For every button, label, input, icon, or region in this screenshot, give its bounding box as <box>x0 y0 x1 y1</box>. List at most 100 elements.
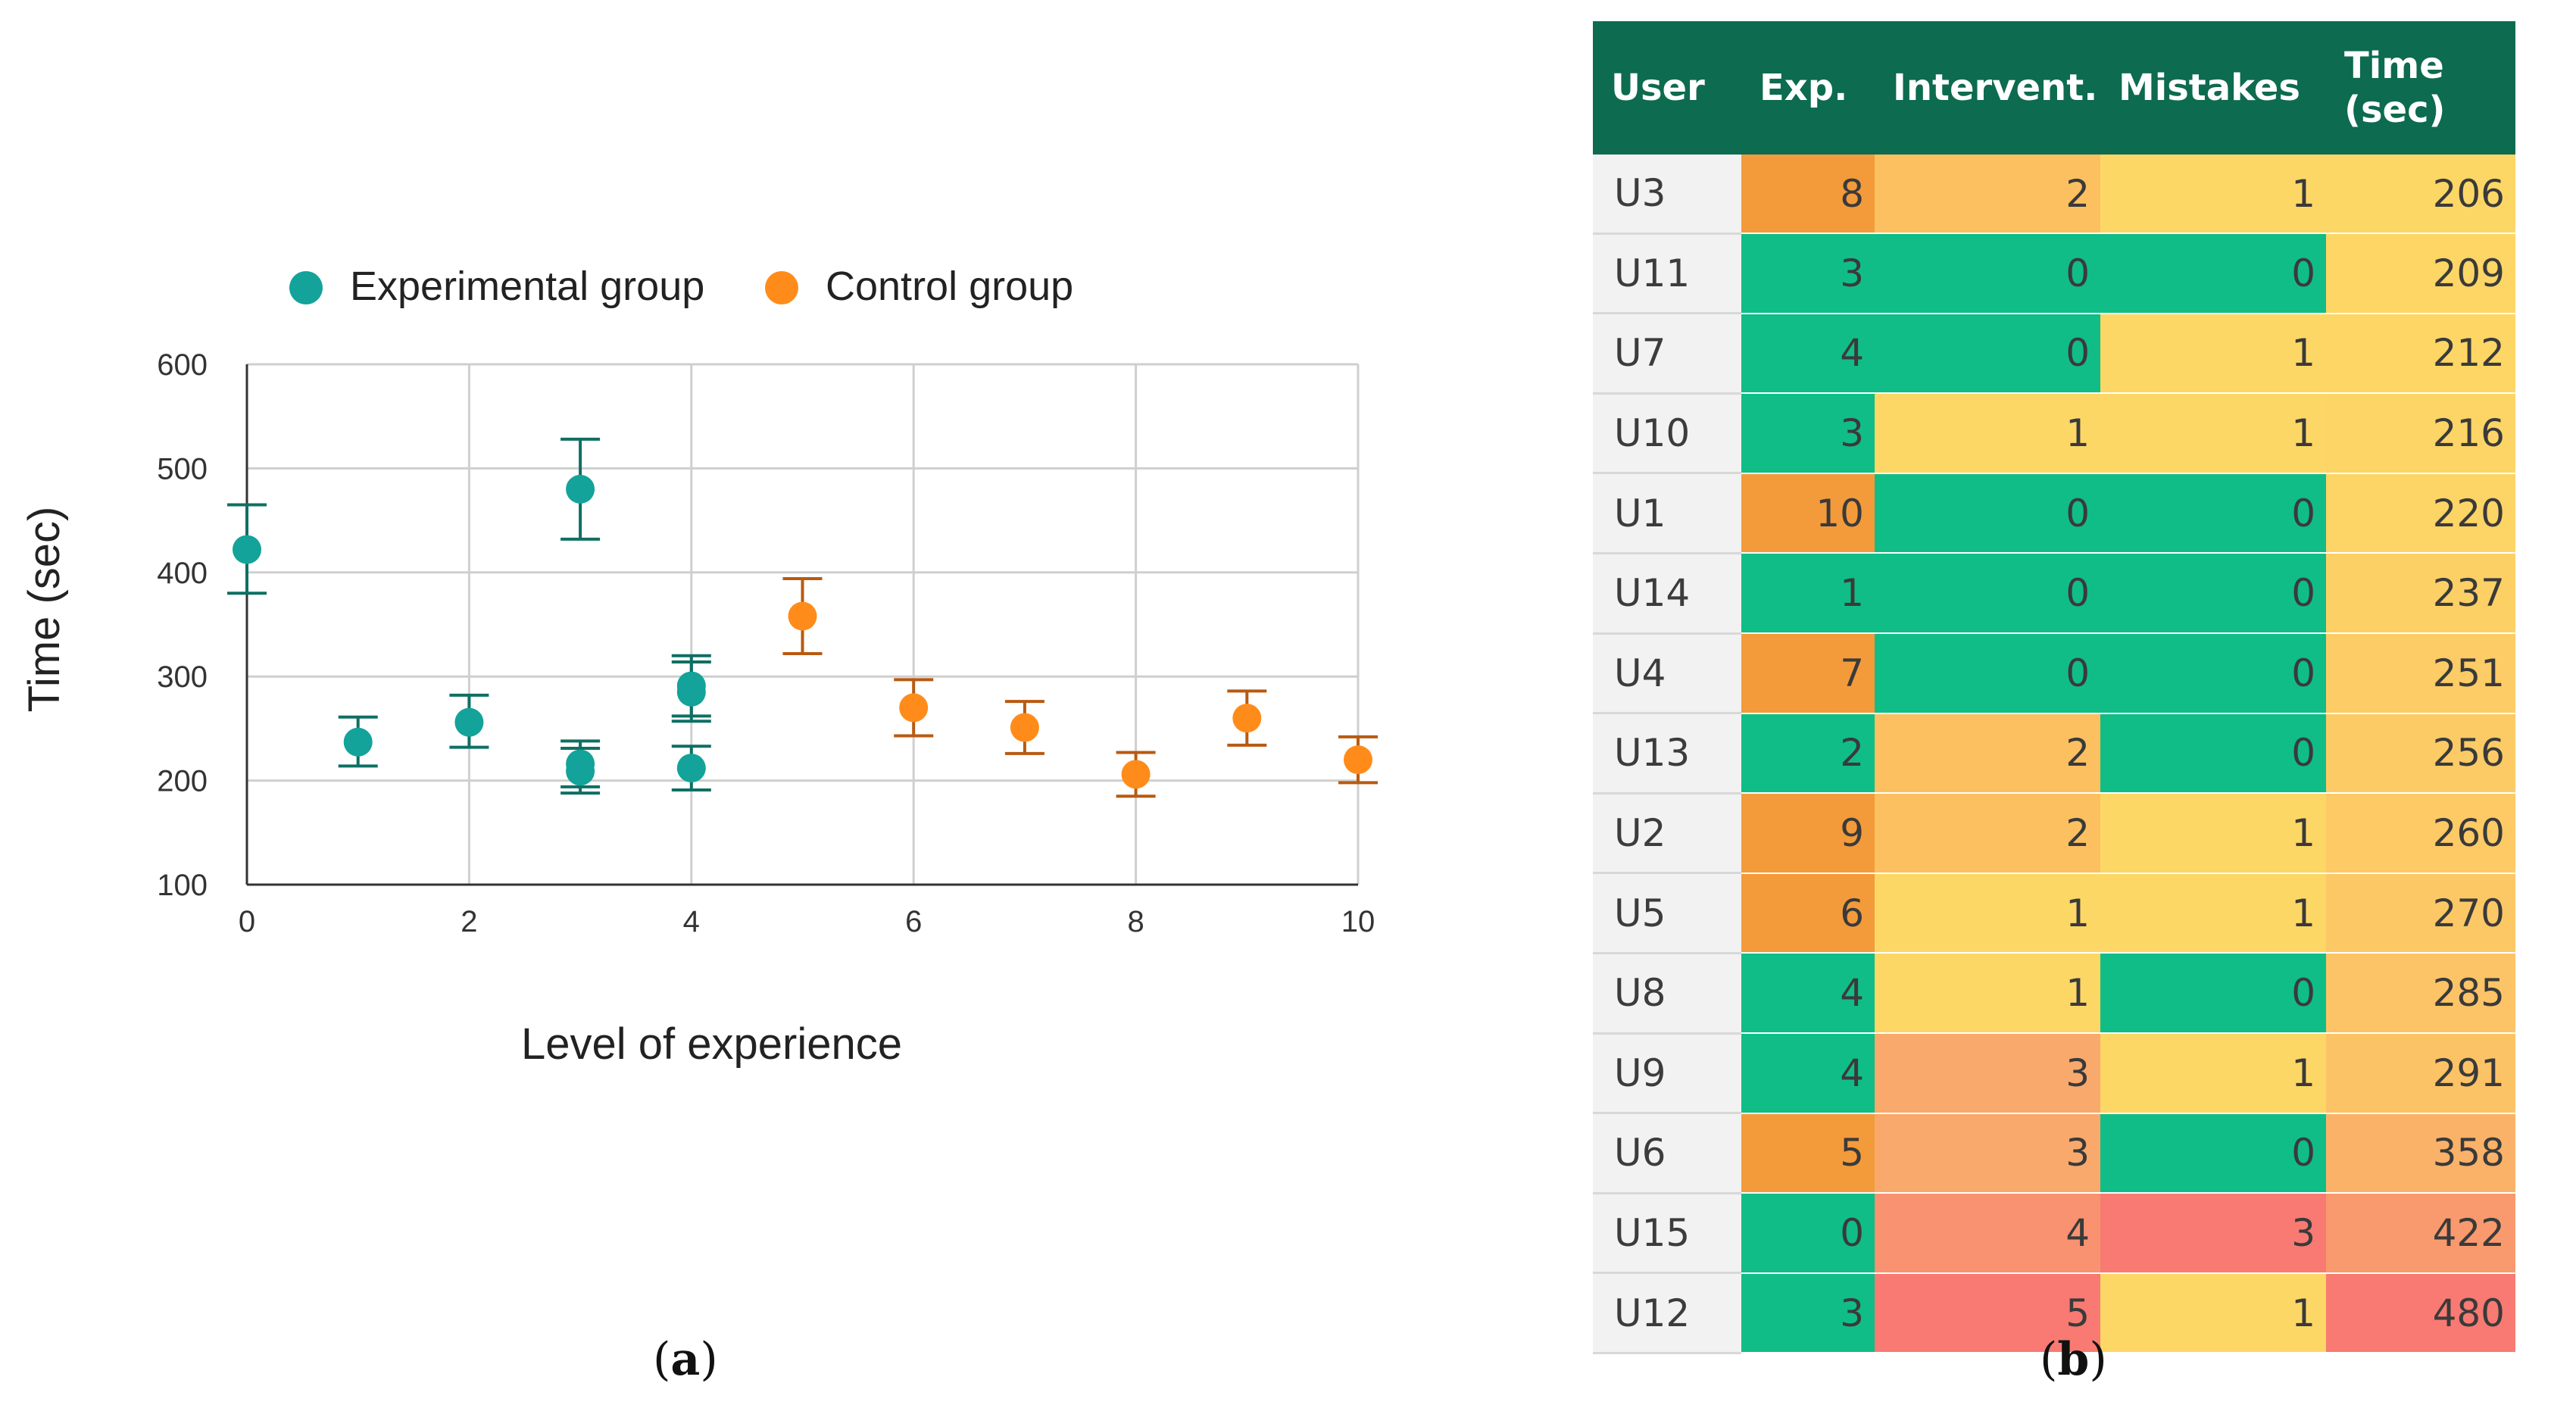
cell-exp: 0 <box>1741 1193 1875 1274</box>
scatter-chart: 100 200 300 400 500 600 0 2 4 6 8 10 Level of experi… <box>20 264 1378 1069</box>
cell-mistakes: 0 <box>2100 633 2326 714</box>
header-time-line1: Time <box>2344 45 2444 87</box>
cell-exp: 10 <box>1741 473 1875 554</box>
cell-intervent: 1 <box>1875 953 2100 1035</box>
table-row: U15 0 4 3 422 <box>1593 1193 2515 1275</box>
cell-time: 422 <box>2326 1193 2515 1274</box>
cell-time: 260 <box>2326 793 2515 874</box>
x-tick-label: 6 <box>905 905 922 938</box>
cell-time: 291 <box>2326 1033 2515 1114</box>
cell-exp: 1 <box>1741 553 1875 635</box>
y-tick-label: 600 <box>157 348 208 382</box>
cell-exp: 8 <box>1741 155 1875 235</box>
cell-time: 220 <box>2326 473 2515 554</box>
cell-time: 209 <box>2326 233 2515 314</box>
cell-mistakes: 0 <box>2100 473 2326 554</box>
table-row: U10 3 1 1 216 <box>1593 393 2515 475</box>
cell-mistakes: 1 <box>2100 393 2326 474</box>
data-point <box>788 601 817 631</box>
x-axis-title: Level of experience <box>521 1019 902 1069</box>
data-point <box>566 757 595 786</box>
cell-user: U1 <box>1593 473 1741 554</box>
cell-intervent: 4 <box>1875 1193 2100 1274</box>
cell-exp: 3 <box>1741 233 1875 314</box>
cell-user: U3 <box>1593 155 1741 235</box>
cell-mistakes: 0 <box>2100 713 2326 795</box>
cell-user: U2 <box>1593 793 1741 875</box>
caption-b-letter: b <box>2057 1333 2090 1386</box>
cell-exp: 3 <box>1741 393 1875 474</box>
data-point <box>566 474 595 504</box>
cell-mistakes: 1 <box>2100 313 2326 395</box>
cell-mistakes: 0 <box>2100 553 2326 635</box>
y-axis-title: Time (sec) <box>20 507 69 713</box>
cell-intervent: 1 <box>1875 393 2100 474</box>
cell-mistakes: 0 <box>2100 233 2326 314</box>
table-row: U8 4 1 0 285 <box>1593 953 2515 1035</box>
caption-a-open: ( <box>653 1333 671 1386</box>
y-tick-label: 500 <box>157 452 208 485</box>
cell-intervent: 0 <box>1875 233 2100 314</box>
cell-time: 212 <box>2326 313 2515 395</box>
cell-mistakes: 1 <box>2100 1272 2326 1354</box>
cell-exp: 4 <box>1741 1033 1875 1114</box>
data-point <box>1232 704 1262 733</box>
header-user[interactable]: User <box>1593 21 1741 155</box>
table-row: U6 5 3 0 358 <box>1593 1113 2515 1194</box>
header-time[interactable]: Time (sec) <box>2326 21 2515 155</box>
table-row: U11 3 0 0 209 <box>1593 233 2515 315</box>
cell-mistakes: 0 <box>2100 953 2326 1035</box>
cell-exp: 4 <box>1741 313 1875 395</box>
cell-user: U13 <box>1593 713 1741 795</box>
table-row: U12 3 5 1 480 <box>1593 1272 2515 1354</box>
header-mistakes[interactable]: Mistakes <box>2100 21 2326 155</box>
caption-b: (b) <box>2040 1333 2107 1386</box>
data-point <box>454 707 484 737</box>
cell-user: U12 <box>1593 1272 1741 1354</box>
data-point <box>899 693 929 723</box>
data-point <box>1121 760 1151 789</box>
x-tick-label: 10 <box>1341 905 1375 938</box>
cell-user: U15 <box>1593 1193 1741 1275</box>
cell-time: 206 <box>2326 155 2515 235</box>
legend-label: Experimental group <box>350 264 704 309</box>
cell-intervent: 1 <box>1875 873 2100 954</box>
cell-user: U10 <box>1593 393 1741 475</box>
cell-user: U7 <box>1593 313 1741 395</box>
cell-mistakes: 1 <box>2100 793 2326 874</box>
data-point <box>1344 745 1372 775</box>
y-tick-label: 100 <box>157 869 208 902</box>
table-row: U13 2 2 0 256 <box>1593 713 2515 795</box>
caption-a: (a) <box>653 1333 718 1386</box>
x-tick-label: 8 <box>1127 905 1144 938</box>
cell-time: 237 <box>2326 553 2515 635</box>
cell-exp: 9 <box>1741 793 1875 874</box>
header-exp[interactable]: Exp. <box>1741 21 1875 155</box>
cell-exp: 4 <box>1741 953 1875 1035</box>
cell-time: 285 <box>2326 953 2515 1035</box>
cell-exp: 5 <box>1741 1113 1875 1194</box>
cell-intervent: 3 <box>1875 1113 2100 1194</box>
x-tick-label: 0 <box>239 905 255 938</box>
legend-marker <box>289 271 323 304</box>
table-row: U5 6 1 1 270 <box>1593 873 2515 954</box>
cell-mistakes: 1 <box>2100 155 2326 235</box>
y-tick-label: 300 <box>157 660 208 694</box>
cell-mistakes: 0 <box>2100 1113 2326 1194</box>
cell-user: U14 <box>1593 553 1741 635</box>
table-row: U2 9 2 1 260 <box>1593 793 2515 875</box>
data-point <box>676 754 706 783</box>
x-tick-label: 2 <box>461 905 477 938</box>
table-row: U3 8 2 1 206 <box>1593 155 2515 235</box>
y-tick-label: 200 <box>157 765 208 798</box>
header-intervent[interactable]: Intervent. <box>1875 21 2100 155</box>
cell-intervent: 0 <box>1875 633 2100 714</box>
cell-exp: 2 <box>1741 713 1875 795</box>
cell-user: U6 <box>1593 1113 1741 1194</box>
y-tick-label: 400 <box>157 557 208 590</box>
user-results-table-container: User Exp. Intervent. Mistakes Time (sec)… <box>1593 21 2517 1354</box>
cell-user: U9 <box>1593 1033 1741 1115</box>
data-point <box>233 535 261 564</box>
cell-intervent: 5 <box>1875 1272 2100 1354</box>
header-time-line2: (sec) <box>2344 89 2446 131</box>
